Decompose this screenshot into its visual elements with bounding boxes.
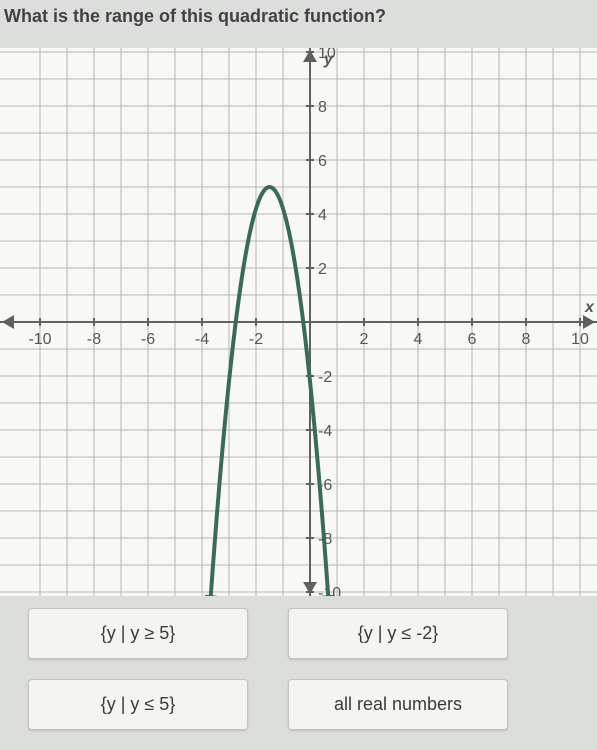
svg-text:-8: -8 [87,331,101,348]
svg-text:-6: -6 [141,331,155,348]
svg-text:2: 2 [318,261,327,278]
svg-text:6: 6 [318,153,327,170]
svg-text:-10: -10 [28,331,51,348]
answer-c[interactable]: {y | y ≤ 5} [28,679,248,730]
question-text: What is the range of this quadratic func… [4,6,386,27]
quadratic-graph: -10-8-6-4-2246810-10-8-6-4-2246810xy [0,48,597,596]
answer-a[interactable]: {y | y ≥ 5} [28,608,248,659]
svg-text:-4: -4 [318,423,332,440]
answer-b[interactable]: {y | y ≤ -2} [288,608,508,659]
svg-text:8: 8 [318,99,327,116]
graph-svg: -10-8-6-4-2246810-10-8-6-4-2246810xy [0,48,597,596]
svg-text:10: 10 [571,331,589,348]
answer-row-2: {y | y ≤ 5} all real numbers [0,679,597,730]
svg-text:x: x [584,299,595,316]
svg-text:2: 2 [360,331,369,348]
svg-text:-2: -2 [249,331,263,348]
answer-row-1: {y | y ≥ 5} {y | y ≤ -2} [0,608,597,659]
answer-choices: {y | y ≥ 5} {y | y ≤ -2} {y | y ≤ 5} all… [0,608,597,750]
answer-d[interactable]: all real numbers [288,679,508,730]
svg-text:y: y [323,51,334,68]
svg-text:-2: -2 [318,369,332,386]
svg-text:6: 6 [468,331,477,348]
svg-text:4: 4 [318,207,327,224]
svg-text:-4: -4 [195,331,209,348]
svg-text:4: 4 [414,331,423,348]
svg-text:8: 8 [522,331,531,348]
